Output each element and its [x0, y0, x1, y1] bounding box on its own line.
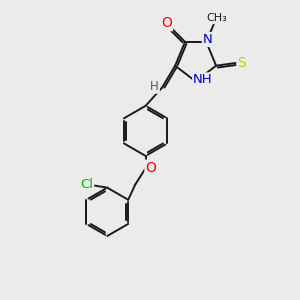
Text: O: O	[146, 161, 156, 175]
Text: H: H	[150, 80, 159, 93]
Text: O: O	[161, 16, 172, 30]
Text: NH: NH	[193, 74, 213, 86]
Text: Cl: Cl	[80, 178, 93, 191]
Text: N: N	[203, 33, 213, 46]
Text: S: S	[237, 56, 246, 70]
Text: CH₃: CH₃	[206, 13, 227, 23]
